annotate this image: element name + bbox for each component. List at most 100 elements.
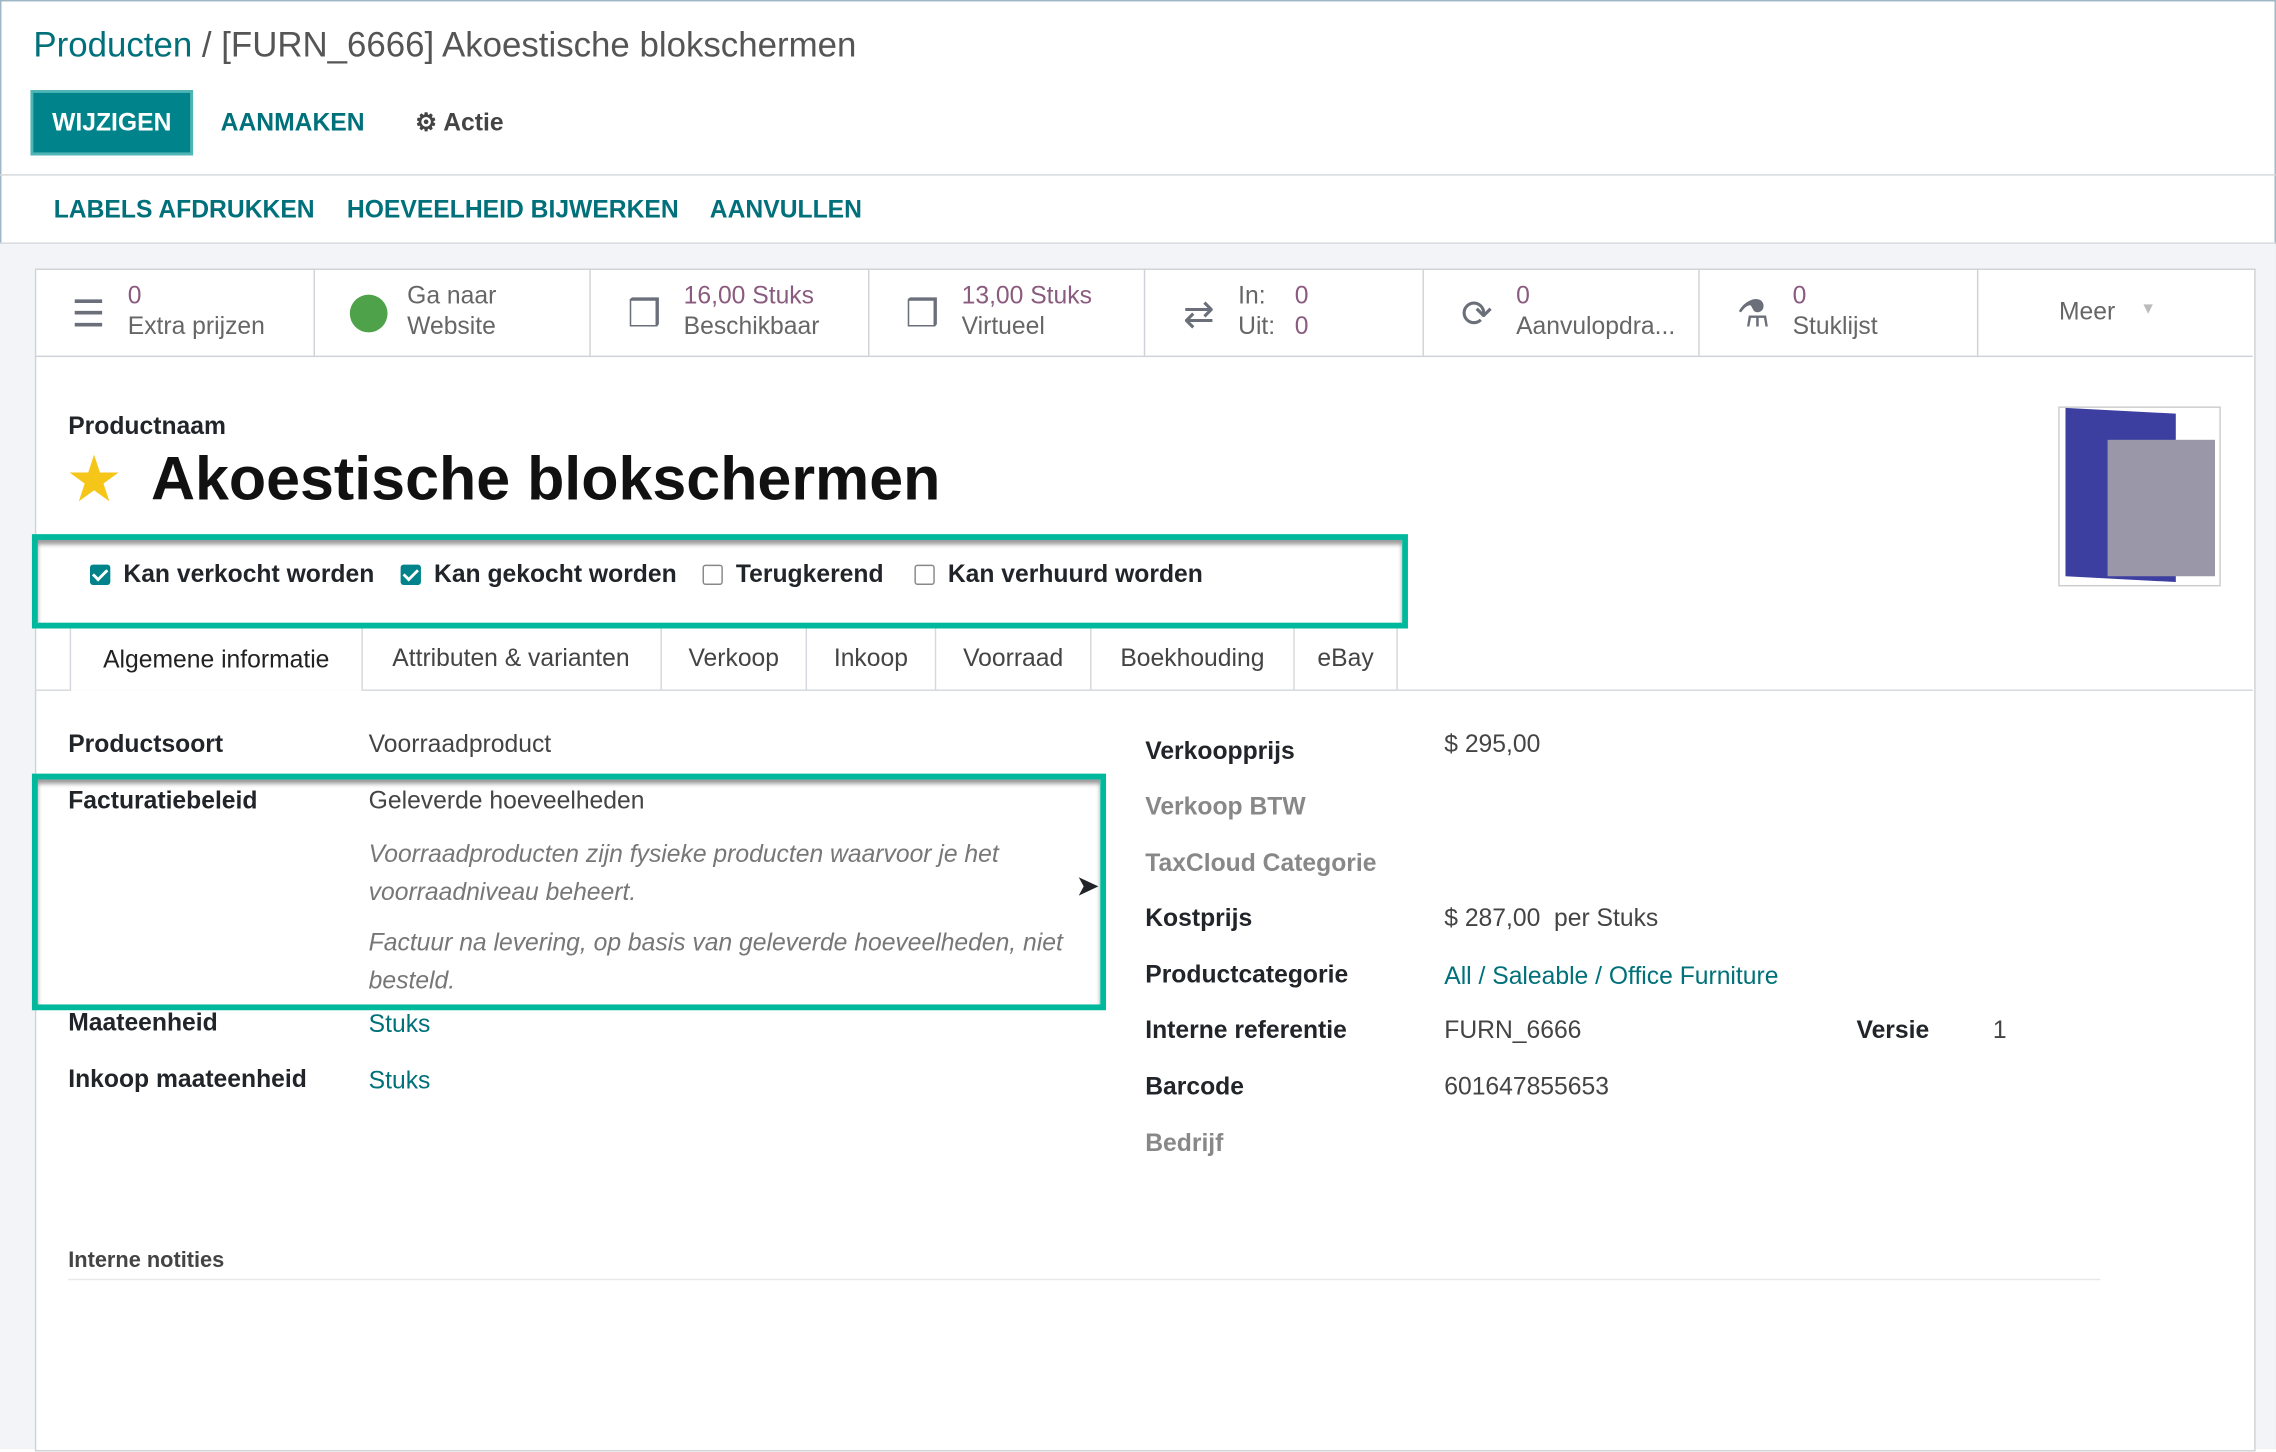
divider (0, 242, 2276, 244)
option-label: Kan verkocht worden (123, 560, 375, 588)
stat-in-out[interactable]: ⇄ In: 0 Uit: 0 (1145, 268, 1424, 356)
mouse-cursor-icon: ➤ (1075, 870, 1100, 903)
gear-icon: ⚙ (415, 108, 438, 137)
tab-ebay[interactable]: eBay (1295, 628, 1398, 690)
option-can-be-rented[interactable]: Kan verhuurd worden (914, 560, 1203, 589)
more-label: Meer (2058, 297, 2116, 326)
cost-field[interactable]: $ 287,00 per Stuks (1444, 904, 1658, 933)
stat-value: 13,00 Stuks (961, 281, 1092, 310)
stat-label: Extra prijzen (127, 312, 265, 340)
invoice-policy-label: Facturatiebeleid (68, 786, 258, 815)
checkbox[interactable] (89, 564, 111, 585)
tab-purchase[interactable]: Inkoop (807, 628, 937, 690)
breadcrumb-separator: / (192, 26, 222, 66)
print-labels-button[interactable]: LABELS AFDRUKKEN (53, 195, 315, 224)
out-label: Uit: (1238, 312, 1276, 340)
checkbox[interactable] (702, 564, 723, 585)
tab-sales[interactable]: Verkoop (662, 628, 808, 690)
barcode-label: Barcode (1145, 1072, 1244, 1101)
category-field[interactable]: All / Saleable / Office Furniture (1444, 962, 1779, 990)
internal-notes-field[interactable] (68, 1278, 2101, 1281)
option-label: Kan verhuurd worden (947, 560, 1203, 588)
barcode-field[interactable]: 601647855653 (1444, 1072, 1609, 1101)
exchange-icon: ⇄ (1183, 291, 1215, 336)
uom-label: Maateenheid (68, 1008, 218, 1037)
taxcloud-label: TaxCloud Categorie (1145, 849, 1377, 877)
edit-button[interactable]: WIJZIGEN (30, 89, 194, 156)
stat-virtual[interactable]: ❒ 13,00 Stuks Virtueel (869, 268, 1146, 356)
in-value: 0 (1294, 281, 1309, 310)
sales-tax-label: Verkoop BTW (1145, 792, 1306, 821)
purchase-uom-label: Inkoop maateenheid (68, 1065, 307, 1093)
company-label: Bedrijf (1145, 1129, 1224, 1157)
category-label: Productcategorie (1145, 960, 1349, 989)
internal-ref-label: Interne referentie (1145, 1016, 1347, 1044)
in-label: In: (1238, 281, 1266, 310)
breadcrumb-current: [FURN_6666] Akoestische blokschermen (221, 26, 857, 66)
cost-value: $ 287,00 (1444, 904, 1541, 932)
globe-icon (343, 292, 392, 336)
stat-extra-prices[interactable]: ☰ 0 Extra prijzen (35, 268, 315, 356)
tab-general[interactable]: Algemene informatie (69, 628, 363, 691)
invoice-policy-highlight (31, 773, 1107, 1011)
tab-inventory[interactable]: Voorraad (936, 628, 1092, 690)
tab-attributes[interactable]: Attributen & varianten (361, 628, 662, 690)
invoice-policy-help: Factuur na levering, op basis van geleve… (368, 928, 1063, 995)
cubes-icon: ❒ (905, 291, 940, 336)
stat-label: Stuklijst (1792, 312, 1878, 340)
form-sheet (34, 268, 2256, 1452)
product-name-label: Productnaam (68, 412, 226, 440)
stat-value: Ga naar (407, 281, 497, 310)
action-label: Actie (443, 108, 504, 137)
version-field[interactable]: 1 (1992, 1016, 2007, 1044)
out-value: 0 (1294, 312, 1309, 340)
divider (0, 174, 2276, 176)
sale-purchase-highlight (31, 534, 1408, 629)
stat-value: 0 (1792, 281, 1807, 310)
stat-replenish[interactable]: ⟳ 0 Aanvulopdra... (1423, 268, 1700, 356)
option-can-be-sold[interactable]: Kan verkocht worden (89, 560, 375, 589)
caret-down-icon: ▼ (2140, 300, 2157, 318)
tab-accounting[interactable]: Boekhouding (1092, 628, 1295, 690)
sales-price-field[interactable]: $ 295,00 (1444, 730, 1541, 758)
more-dropdown[interactable]: Meer ▼ (1978, 269, 2253, 356)
checkbox[interactable] (914, 564, 935, 585)
version-label: Versie (1856, 1016, 1930, 1044)
breadcrumb: Producten / [FURN_6666] Akoestische blok… (33, 26, 856, 67)
tabs-divider (34, 689, 2253, 691)
option-label: Terugkerend (735, 560, 884, 588)
cubes-icon: ❒ (627, 291, 662, 336)
stat-value: 0 (1516, 281, 1530, 310)
uom-field[interactable]: Stuks (368, 1010, 431, 1038)
flask-icon: ⚗ (1736, 291, 1771, 336)
option-label: Kan gekocht worden (433, 560, 677, 588)
product-type-field[interactable]: Voorraadproduct (368, 730, 552, 758)
checkbox[interactable] (400, 564, 421, 585)
stat-label: Virtueel (961, 312, 1045, 340)
stat-website[interactable]: Ga naar Website (314, 268, 591, 356)
action-dropdown[interactable]: ⚙ Actie (415, 109, 503, 138)
stat-label: Aanvulopdra... (1516, 312, 1676, 340)
invoice-policy-field[interactable]: Geleverde hoeveelheden (368, 786, 645, 815)
update-quantity-button[interactable]: HOEVEELHEID BIJWERKEN (346, 195, 679, 224)
internal-ref-field[interactable]: FURN_6666 (1444, 1016, 1582, 1044)
stat-bom[interactable]: ⚗ 0 Stuklijst (1700, 268, 1978, 356)
star-icon[interactable]: ★ (65, 444, 123, 516)
breadcrumb-parent[interactable]: Producten (33, 26, 193, 66)
refresh-icon: ⟳ (1461, 291, 1493, 336)
stat-available[interactable]: ❒ 16,00 Stuks Beschikbaar (591, 268, 869, 356)
list-icon: ☰ (71, 291, 106, 336)
stat-label: Beschikbaar (683, 312, 820, 340)
replenish-button[interactable]: AANVULLEN (709, 195, 862, 224)
product-type-label: Productsoort (68, 730, 224, 758)
cost-label: Kostprijs (1145, 904, 1253, 932)
product-name[interactable]: Akoestische blokschermen (150, 444, 941, 513)
product-image[interactable] (2058, 406, 2221, 587)
option-can-be-purchased[interactable]: Kan gekocht worden (400, 560, 677, 589)
purchase-uom-field[interactable]: Stuks (368, 1066, 431, 1095)
stat-buttons: ☰ 0 Extra prijzen Ga naar Website ❒ 16,00 St… (34, 268, 2253, 358)
product-type-help: Voorraadproducten zijn fysieke producten… (368, 840, 999, 906)
create-button[interactable]: AANMAKEN (220, 108, 365, 137)
sales-price-label: Verkoopprijs (1145, 737, 1295, 765)
option-recurring[interactable]: Terugkerend (702, 560, 884, 589)
